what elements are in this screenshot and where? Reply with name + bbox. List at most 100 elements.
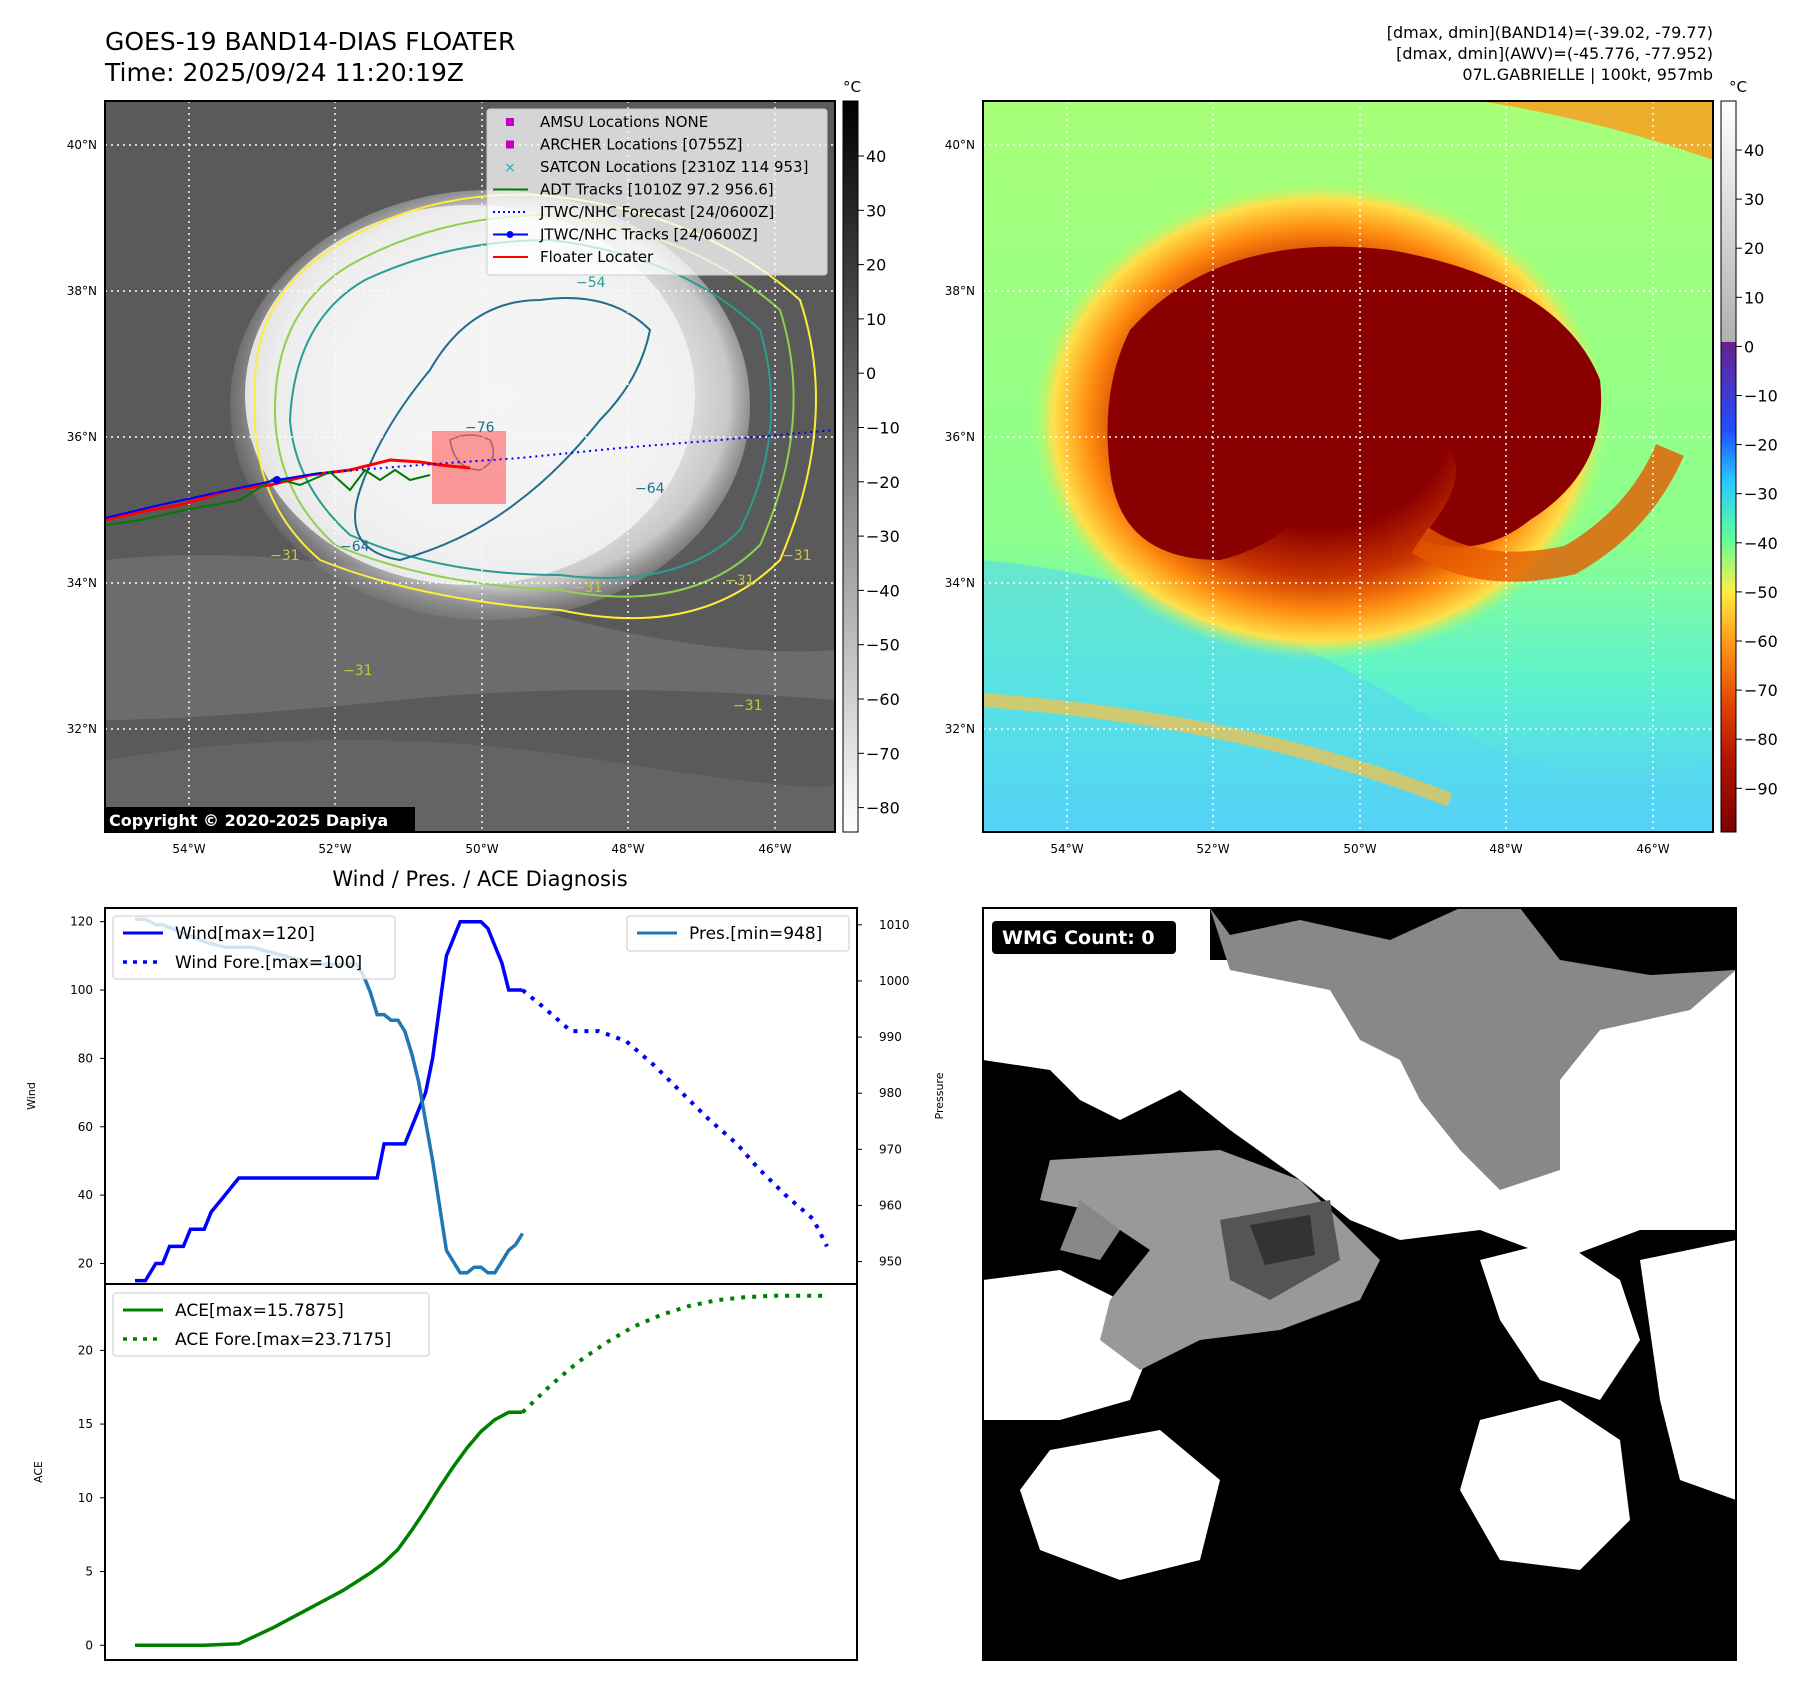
contour-label: −31 xyxy=(782,548,812,564)
ir-frame xyxy=(104,100,836,833)
colorbar-tick-label: −10 xyxy=(1744,387,1778,406)
figure-title: GOES-19 BAND14-DIAS FLOATER xyxy=(105,27,515,56)
colorbar-tick-label: 30 xyxy=(1744,190,1764,209)
series-line-ace-fore- xyxy=(521,1293,827,1414)
ir-storm-core xyxy=(245,205,695,585)
legend-box xyxy=(112,1292,430,1357)
awv-colorbar xyxy=(1720,100,1737,833)
contour-label: −31 xyxy=(270,548,300,564)
y-tick-label: 5 xyxy=(85,1565,93,1579)
awv-lat-labels: 40°N 38°N 36°N 34°N 32°N xyxy=(945,138,975,736)
y-tick-label: 0 xyxy=(85,1638,93,1652)
wmg-gray-region xyxy=(1060,1200,1120,1260)
colorbar-tick-label: −20 xyxy=(866,473,900,492)
awv-band xyxy=(983,693,1453,807)
contour-label: −54 xyxy=(576,275,606,291)
y2-tick-label: 960 xyxy=(879,1198,902,1212)
y-tick-label: 80 xyxy=(78,1051,93,1065)
colorbar-tick-label: 20 xyxy=(866,256,886,275)
colorbar-tick-label: −10 xyxy=(866,419,900,438)
wmg-frame xyxy=(982,907,1737,1661)
legend-box xyxy=(626,915,850,952)
y-tick-label: 20 xyxy=(78,1256,93,1270)
colorbar-tick-label: 0 xyxy=(866,364,876,383)
wmg-label-box xyxy=(992,921,1176,954)
lat-label: 36°N xyxy=(67,430,97,444)
colorbar-tick-label: 30 xyxy=(866,201,886,220)
colorbar-tick-label: −90 xyxy=(1744,779,1778,798)
colorbar-tick-label: −20 xyxy=(1744,436,1778,455)
legend-marker: × xyxy=(504,160,516,176)
lat-label: 36°N xyxy=(945,430,975,444)
ir-contour-64 xyxy=(354,297,652,562)
ir-contour-41 xyxy=(273,213,795,598)
colorbar-tick-label: 40 xyxy=(1744,141,1764,160)
ir-contour-31 xyxy=(253,193,817,620)
lat-label: 32°N xyxy=(945,722,975,736)
ir-cloud-band xyxy=(105,555,835,720)
lat-label: 40°N xyxy=(67,138,97,152)
colorbar-tick-label: 20 xyxy=(1744,239,1764,258)
wind-legend: Wind[max=120] Wind Fore.[max=100] Pres.[… xyxy=(112,915,850,980)
colorbar-tick-label: −80 xyxy=(866,799,900,818)
wmg-panel: WMG Count: 0 xyxy=(982,907,1737,1661)
lon-label: 52°W xyxy=(318,842,351,856)
contour-label: −31 xyxy=(733,698,763,714)
figure-time: Time: 2025/09/24 11:20:19Z xyxy=(104,58,464,87)
colorbar-tick-label: −60 xyxy=(1744,632,1778,651)
lon-label: 48°W xyxy=(1489,842,1522,856)
legend-marker xyxy=(506,140,514,149)
lat-label: 38°N xyxy=(945,284,975,298)
lon-label: 46°W xyxy=(1636,842,1669,856)
copyright-text: Copyright © 2020-2025 Dapiya xyxy=(109,811,388,830)
contour-label: −64 xyxy=(635,481,665,497)
colorbar-tick-label: −70 xyxy=(866,744,900,763)
y-tick-label: 100 xyxy=(70,983,93,997)
lat-label: 34°N xyxy=(945,576,975,590)
ace-chart: ACE 0 5 10 15 20 ACE[max=15.7875] ACE Fore.[… xyxy=(32,1283,858,1661)
legend-marker xyxy=(506,231,514,238)
colorbar-tick-label: −70 xyxy=(1744,681,1778,700)
legend-label: AMSU Locations NONE xyxy=(540,113,708,131)
awv-band xyxy=(1411,443,1684,582)
y2-tick-label: 980 xyxy=(879,1086,902,1100)
legend-wind-forecast-label: Wind Fore.[max=100] xyxy=(175,953,362,973)
legend-label: SATCON Locations [2310Z 114 953] xyxy=(540,158,808,176)
wmg-white-region xyxy=(1460,1400,1630,1570)
nhc-track-point xyxy=(273,476,281,484)
awv-colorbar-unit: °C xyxy=(1729,78,1747,96)
lat-label: 38°N xyxy=(67,284,97,298)
ace-axis-label: ACE xyxy=(32,1461,45,1483)
legend-wind-label: Wind[max=120] xyxy=(175,924,315,944)
wind-axis-label: Wind xyxy=(25,1082,38,1110)
ir-colorbar xyxy=(842,100,859,833)
ace-legend: ACE[max=15.7875] ACE Fore.[max=23.7175] xyxy=(112,1292,430,1357)
awv-lon-labels: 54°W 52°W 50°W 48°W 46°W xyxy=(1050,842,1669,856)
series-line-wind xyxy=(135,919,523,1283)
legend-marker xyxy=(506,118,514,126)
colorbar-tick-label: −40 xyxy=(1744,534,1778,553)
diagnosis-title: Wind / Pres. / ACE Diagnosis xyxy=(332,867,627,891)
awv-gridlines xyxy=(983,101,1713,832)
lon-label: 50°W xyxy=(465,842,498,856)
lon-label: 46°W xyxy=(758,842,791,856)
legend-label: ARCHER Locations [0755Z] xyxy=(540,136,743,154)
wmg-white-region xyxy=(1020,1430,1220,1580)
y2-tick-label: 970 xyxy=(879,1142,902,1156)
contour-label: −31 xyxy=(343,663,373,679)
colorbar-tick-label: 0 xyxy=(1744,337,1754,356)
awv-band xyxy=(1480,101,1713,160)
awv-panel: 40°N 38°N 36°N 34°N 32°N 54°W 52°W 50°W … xyxy=(945,78,1778,856)
y-tick-label: 20 xyxy=(78,1343,93,1357)
awv-moist-band xyxy=(983,560,1713,832)
y2-tick-label: 990 xyxy=(879,1030,902,1044)
awv-range: [dmax, dmin](AWV)=(-45.776, -77.952) xyxy=(1396,44,1713,63)
ir-lon-labels: 54°W 52°W 50°W 48°W 46°W xyxy=(172,842,791,856)
colorbar-tick-label: −30 xyxy=(1744,485,1778,504)
lat-label: 40°N xyxy=(945,138,975,152)
legend-label: JTWC/NHC Forecast [24/0600Z] xyxy=(539,203,774,221)
lat-label: 32°N xyxy=(67,722,97,736)
storm-info: 07L.GABRIELLE | 100kt, 957mb xyxy=(1462,65,1713,84)
nhc-forecast xyxy=(319,429,835,474)
